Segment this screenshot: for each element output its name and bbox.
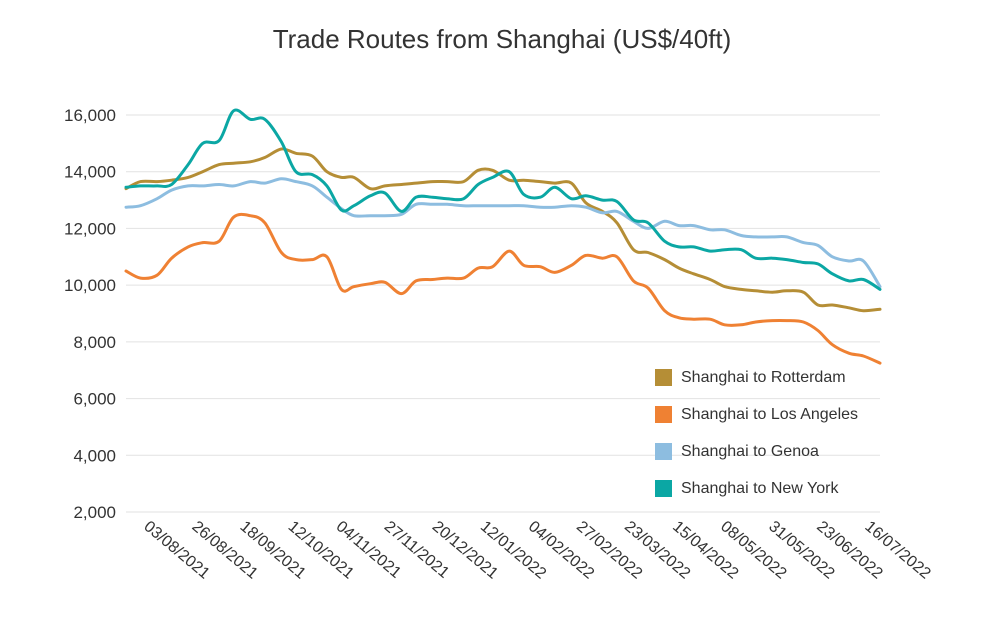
legend-label: Shanghai to Los Angeles xyxy=(681,405,859,423)
y-axis-tick-labels: 16,000 14,000 12,000 10,000 8,000 6,000 4,000 2… xyxy=(64,106,116,522)
legend-swatch xyxy=(655,406,672,423)
legend-item-shanghai-to-new-york[interactable]: Shanghai to New York xyxy=(655,470,858,507)
series-line-shanghai-to-new-york xyxy=(124,108,882,291)
legend-swatch xyxy=(655,369,672,386)
series-line-shanghai-to-rotterdam xyxy=(124,147,882,313)
y-tick-label: 10,000 xyxy=(64,276,116,295)
y-tick-label: 14,000 xyxy=(64,163,116,182)
y-tick-label: 4,000 xyxy=(73,446,116,465)
legend: Shanghai to Rotterdam Shanghai to Los Ang… xyxy=(655,359,858,507)
y-tick-label: 16,000 xyxy=(64,106,116,125)
legend-item-shanghai-to-genoa[interactable]: Shanghai to Genoa xyxy=(655,433,858,470)
legend-label: Shanghai to Rotterdam xyxy=(681,368,846,386)
legend-swatch xyxy=(655,480,672,497)
legend-label: Shanghai to New York xyxy=(681,479,839,497)
x-axis-tick-labels: 03/08/202126/08/202118/09/202112/10/2021… xyxy=(140,518,933,583)
legend-item-shanghai-to-los-angeles[interactable]: Shanghai to Los Angeles xyxy=(655,396,858,433)
y-tick-label: 6,000 xyxy=(73,390,116,409)
legend-swatch xyxy=(655,443,672,460)
legend-item-shanghai-to-rotterdam[interactable]: Shanghai to Rotterdam xyxy=(655,359,858,396)
series-line-shanghai-to-los-angeles xyxy=(124,212,882,365)
series-line-shanghai-to-genoa xyxy=(124,177,882,289)
chart-title: Trade Routes from Shanghai (US$/40ft) xyxy=(272,24,732,54)
legend-label: Shanghai to Genoa xyxy=(681,442,819,460)
y-tick-label: 2,000 xyxy=(73,503,116,522)
series-lines xyxy=(124,108,882,365)
y-tick-label: 8,000 xyxy=(73,333,116,352)
y-tick-label: 12,000 xyxy=(64,219,116,238)
